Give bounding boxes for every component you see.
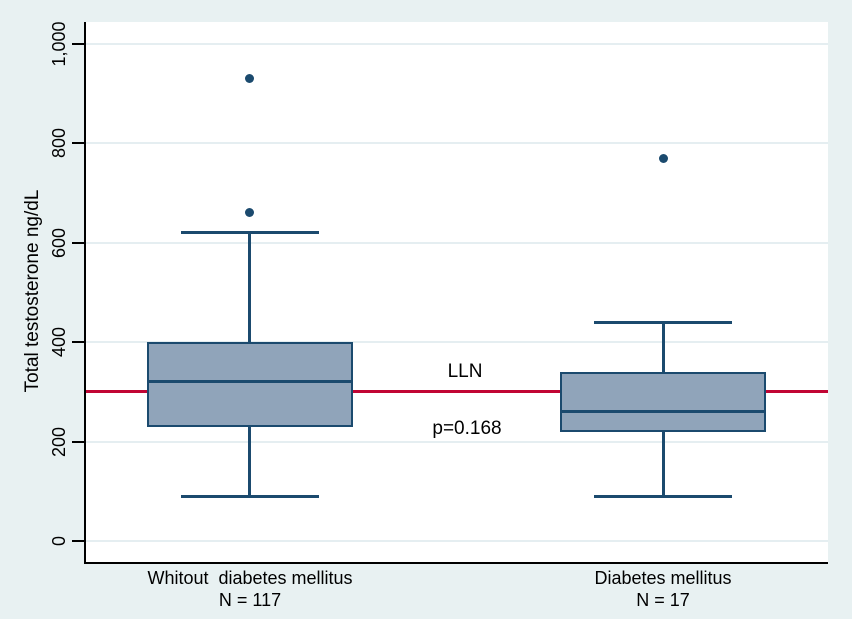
iqr-box bbox=[560, 372, 766, 432]
x-category-count: N = 117 bbox=[218, 590, 282, 610]
y-tick-mark bbox=[72, 241, 85, 244]
lower-whisker bbox=[661, 431, 665, 497]
upper-whisker bbox=[248, 232, 251, 343]
y-tick-label: 1,000 bbox=[49, 21, 69, 67]
upper-whisker bbox=[661, 322, 665, 372]
y-tick-label: 600 bbox=[49, 227, 69, 258]
gridline-y-200 bbox=[86, 440, 828, 443]
plot-area: LLN p=0.168 bbox=[86, 22, 828, 562]
gridline-y-1,000 bbox=[86, 43, 828, 45]
y-tick-mark bbox=[72, 440, 85, 443]
x-category-count: N = 17 bbox=[636, 590, 690, 610]
median-line bbox=[146, 380, 353, 384]
lower-whisker-cap bbox=[180, 494, 319, 498]
x-category-name: Diabetes mellitus bbox=[594, 568, 732, 588]
outlier-point bbox=[658, 153, 668, 163]
lower-whisker bbox=[248, 426, 251, 497]
upper-whisker-cap bbox=[594, 320, 732, 324]
x-category-label-without-dm: Whitout diabetes mellitus N = 117 bbox=[70, 567, 430, 611]
median-line bbox=[560, 410, 766, 414]
p-value-annotation: p=0.168 bbox=[432, 418, 502, 439]
outlier-point bbox=[245, 74, 254, 84]
gridline-y-400 bbox=[86, 341, 828, 344]
y-tick-label: 200 bbox=[49, 426, 69, 457]
x-category-name: Whitout diabetes mellitus bbox=[147, 568, 353, 588]
y-tick-mark bbox=[72, 142, 85, 145]
outlier-point bbox=[245, 208, 254, 218]
iqr-box bbox=[146, 342, 353, 427]
x-category-label-dm: Diabetes mellitus N = 17 bbox=[483, 567, 843, 611]
y-axis-line bbox=[84, 22, 86, 564]
x-axis-line bbox=[84, 562, 828, 564]
y-tick-mark bbox=[72, 43, 85, 45]
gridline-y-600 bbox=[86, 241, 828, 244]
lln-reference-line bbox=[86, 390, 828, 393]
y-tick-label: 800 bbox=[49, 128, 69, 159]
y-axis-title: Total testosterone ng/dL bbox=[22, 189, 43, 393]
upper-whisker-cap bbox=[180, 231, 319, 235]
gridline-y-800 bbox=[86, 142, 828, 145]
reference-line-label: LLN bbox=[447, 361, 483, 382]
y-tick-mark bbox=[72, 540, 85, 542]
y-tick-mark bbox=[72, 341, 85, 344]
y-tick-label: 0 bbox=[49, 536, 69, 547]
lower-whisker-cap bbox=[594, 494, 732, 498]
y-tick-label: 400 bbox=[49, 327, 69, 358]
gridline-y-0 bbox=[86, 540, 828, 542]
